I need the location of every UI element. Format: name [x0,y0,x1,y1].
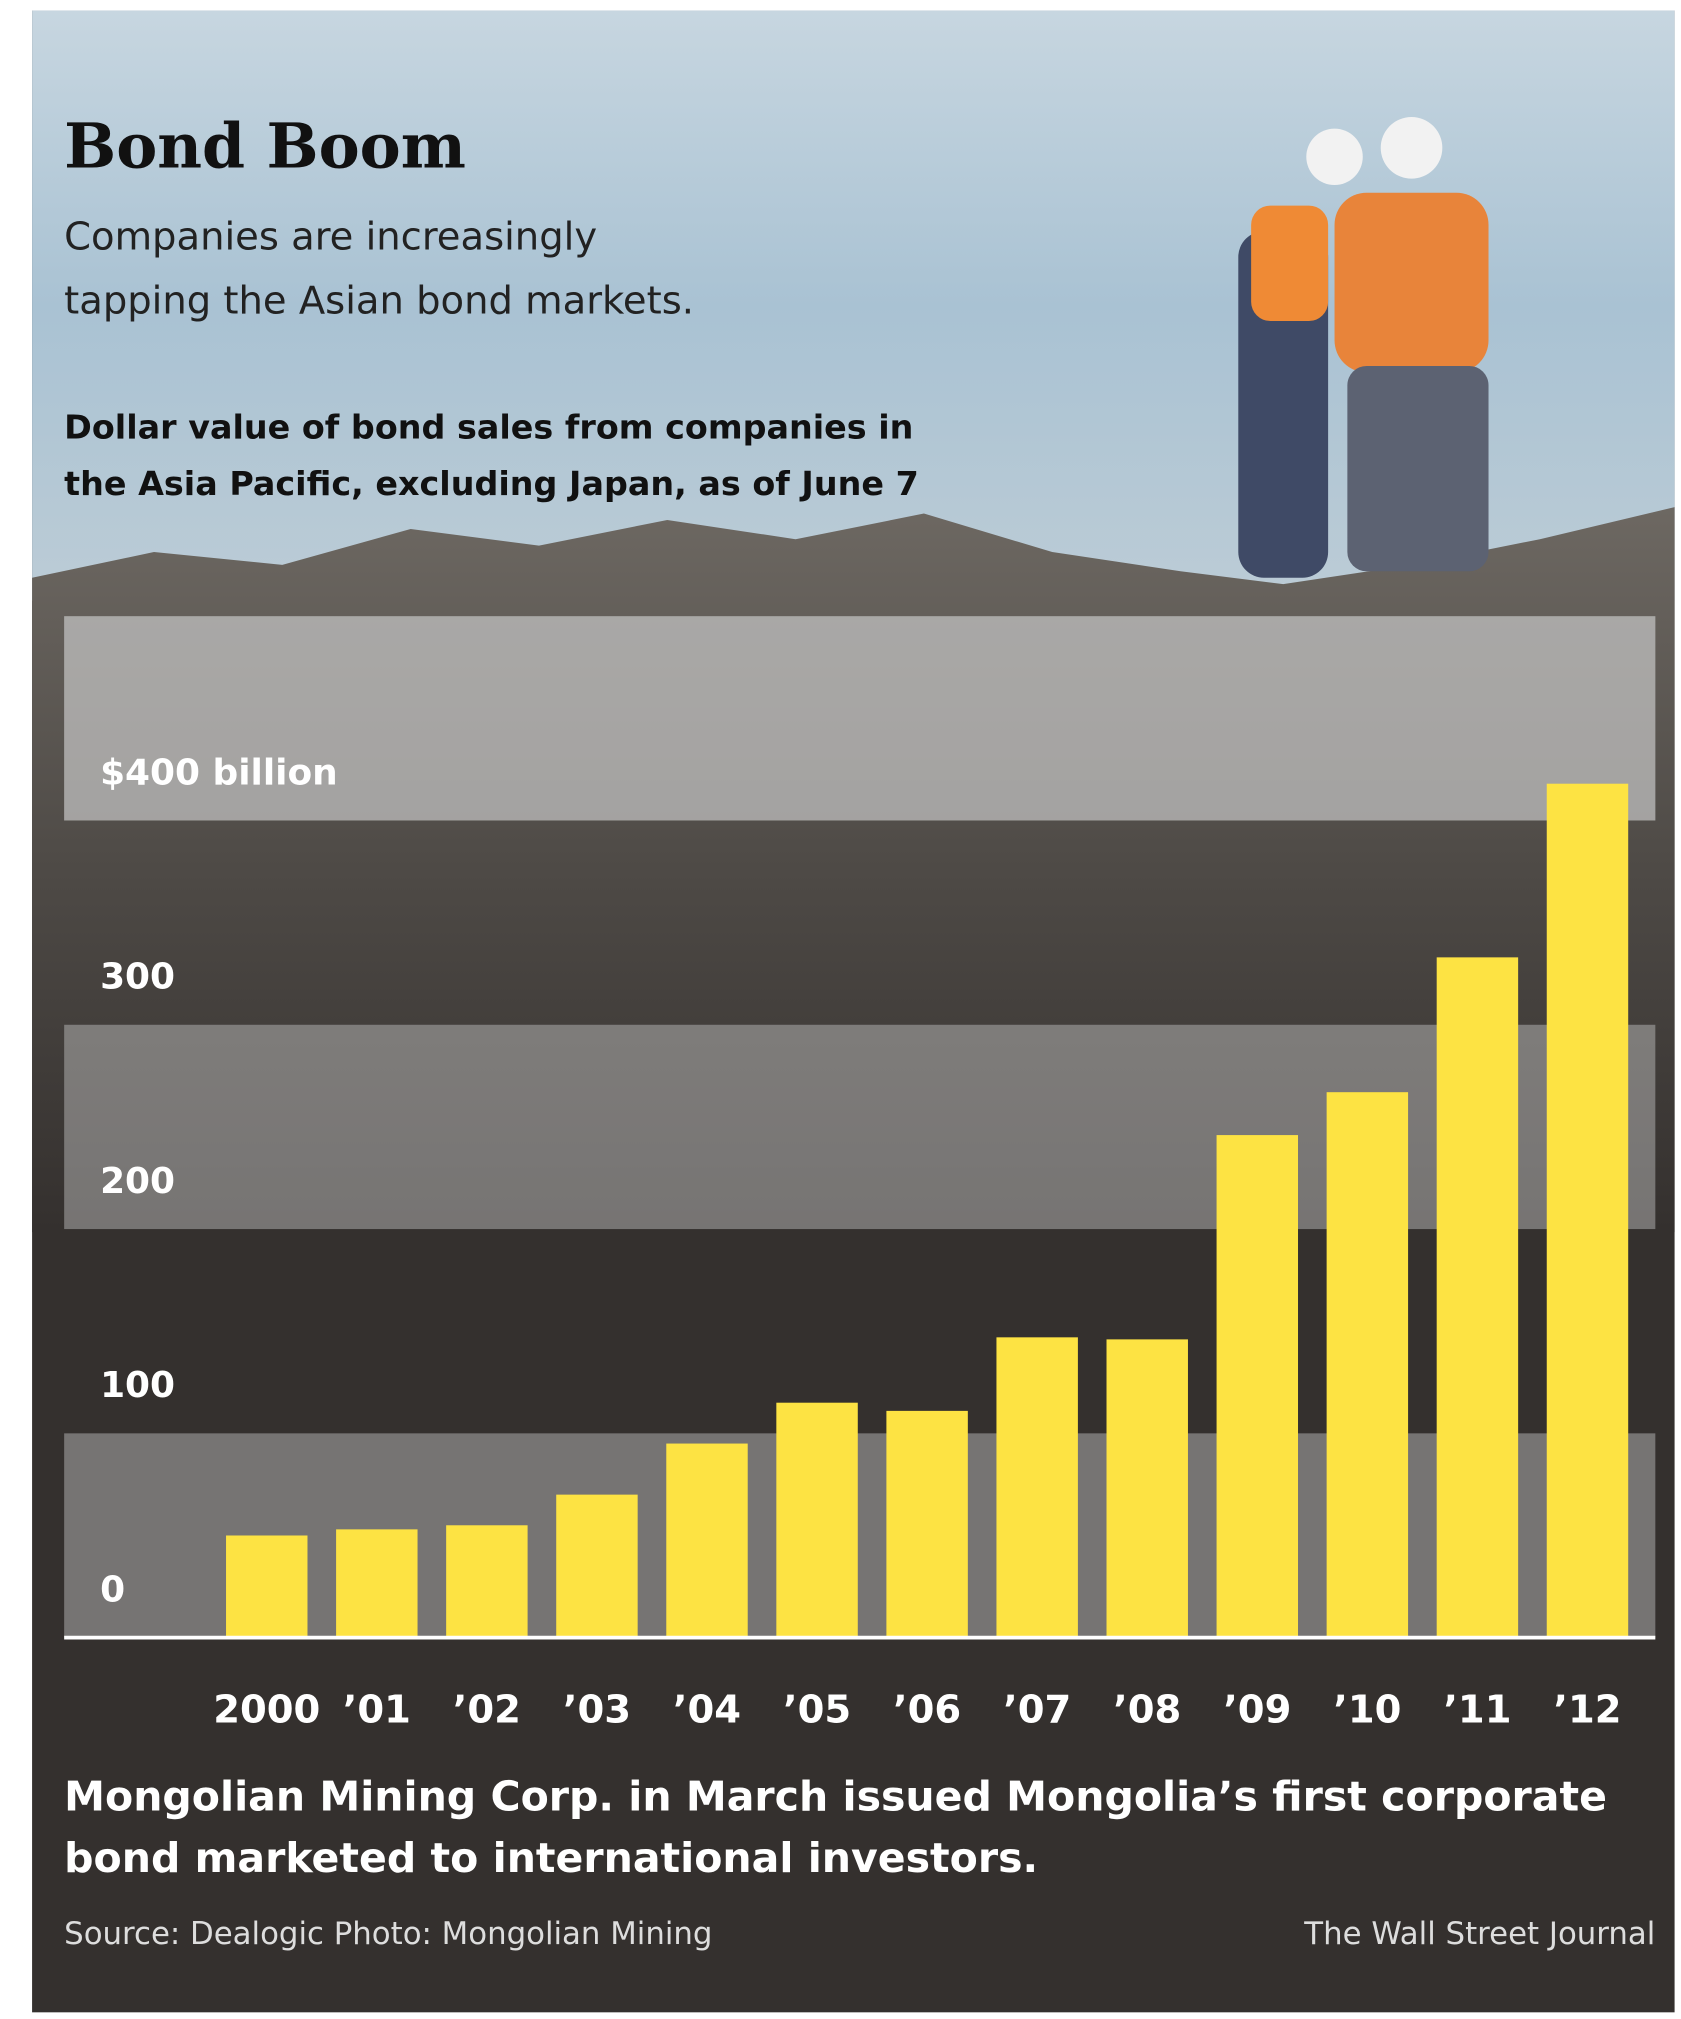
description: the Asia Pacific, excluding Japan, as of… [64,464,919,503]
source: Source: Dealogic Photo: Mongolian Mining [64,1916,712,1952]
subtitle: Companies are increasingly [64,214,597,259]
y-tick-label: 100 [100,1365,175,1406]
caption: bond marketed to international investors… [64,1834,1038,1882]
x-tick-label: ’02 [453,1688,521,1733]
y-tick-label: 200 [100,1161,175,1202]
y-tick-label: 0 [100,1569,125,1610]
credit: The Wall Street Journal [1303,1916,1655,1952]
x-tick-label: ’07 [1003,1688,1071,1733]
description: Dollar value of bond sales from companie… [64,407,913,446]
x-tick-label: ’09 [1223,1688,1291,1733]
x-tick-label: ’06 [893,1688,961,1733]
workers-photo [1238,117,1489,578]
bar [446,1525,528,1638]
bar [1106,1339,1188,1638]
x-tick-label: ’12 [1553,1688,1621,1733]
y-tick-label: $400 billion [100,752,338,793]
bar [1216,1135,1299,1638]
x-tick-label: ’10 [1333,1688,1401,1733]
grid-band [64,616,1656,821]
x-tick-label: ’08 [1113,1688,1181,1733]
bar [996,1337,1078,1638]
x-tick-label: ’05 [783,1688,851,1733]
y-tick-label: 300 [100,957,175,998]
caption: Mongolian Mining Corp. in March issued M… [64,1772,1607,1820]
bar [1546,783,1629,1638]
bar [666,1443,748,1638]
x-tick-label: ’04 [673,1688,741,1733]
title: Bond Boom [64,110,466,183]
bar [226,1535,308,1638]
bar [336,1529,418,1638]
grid-band [64,1024,1656,1230]
x-tick-label: 2000 [213,1688,320,1733]
bar [776,1402,858,1638]
bar [886,1410,968,1638]
x-tick-label: ’11 [1443,1688,1511,1733]
grid-band [64,616,1656,821]
subtitle: tapping the Asian bond markets. [64,279,694,324]
bar [1326,1092,1409,1638]
x-tick-label: ’03 [563,1688,631,1733]
bar [1436,957,1519,1638]
bar [556,1494,638,1638]
rock-photo [32,507,1675,1233]
x-tick-label: ’01 [343,1688,411,1733]
